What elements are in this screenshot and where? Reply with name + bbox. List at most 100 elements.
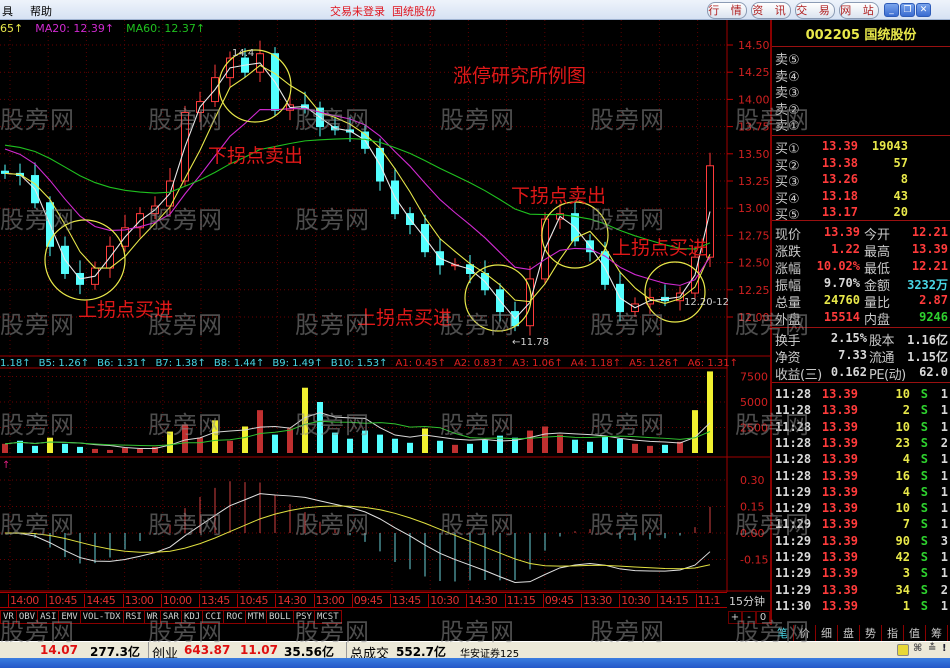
zoom-out-button[interactable]: -: [742, 611, 756, 624]
bid-volume: 20: [893, 205, 908, 219]
indicator-tab-mcst[interactable]: MCST: [313, 610, 342, 624]
quote-panel: 002205 国统股份 卖⑤ 卖④ 卖③ 卖② 卖① 买① 13.39 19043 买② 13.…: [770, 20, 950, 625]
indicator-tab-mtm[interactable]: MTM: [244, 610, 268, 624]
chart-grid: [0, 20, 727, 592]
indicator-tab-boll[interactable]: BOLL: [266, 610, 294, 624]
indicator-tab-rsi[interactable]: RSI: [122, 610, 145, 624]
kline-chart[interactable]: 14.50 14.25 14.00 13.75 13.50 13.25 13.00 12.75…: [0, 20, 770, 592]
volume-bar: [707, 371, 713, 453]
fundamental-row: 净资 7.33 流通 1.15亿: [772, 347, 950, 366]
tick-side: S: [920, 419, 928, 434]
time-axis-label: 11:1: [695, 594, 721, 607]
tick-time: 11:28: [775, 387, 812, 401]
volume-bar: [317, 402, 323, 453]
volume-bar: [302, 387, 308, 453]
price-axis-label: 13.25: [738, 175, 770, 188]
quote-label: 最高: [864, 245, 891, 260]
tick-row: 11:28 13.39 2 S 1: [772, 402, 950, 418]
bid-row[interactable]: 买① 13.39 19043: [772, 138, 950, 157]
tick-count: 1: [940, 550, 948, 564]
panel-tab[interactable]: 笔: [772, 625, 794, 641]
bid-row[interactable]: 买② 13.38 57: [772, 155, 950, 174]
ma-legend: 65↑ MA20: 12.39↑ MA60: 12.37↑: [0, 22, 205, 35]
ma5-line: [4, 64, 711, 304]
time-axis-label: 09:45: [542, 594, 574, 607]
close-icon[interactable]: ✕: [916, 3, 931, 17]
volume-bar: [197, 437, 203, 453]
quote-row: 振幅 9.70% 金额 3232万: [772, 275, 950, 294]
indicator-tab-sar[interactable]: SAR: [159, 610, 182, 624]
panel-tab[interactable]: 价: [794, 625, 816, 641]
fundamental-value: 0.162: [830, 365, 867, 379]
volume-bar: [542, 426, 548, 453]
menu-tools[interactable]: 具: [2, 5, 13, 18]
indicator-tab-emv[interactable]: EMV: [58, 610, 81, 624]
zoom-reset-button[interactable]: 0: [756, 611, 770, 624]
tick-row: 11:29 13.39 7 S 1: [772, 516, 950, 532]
indicator-tab-psy[interactable]: PSY: [292, 610, 315, 624]
quote-value: 2.87: [919, 293, 948, 307]
tick-price: 13.39: [821, 403, 858, 418]
indicator-tab-kdj[interactable]: KDJ: [180, 610, 204, 624]
indicator-tab-vr[interactable]: VR: [0, 610, 17, 624]
fundamental-value: 1.16亿: [907, 333, 948, 347]
tick-row: 11:29 13.39 10 S 1: [772, 500, 950, 516]
taskbar: [0, 658, 950, 668]
divider: [772, 327, 950, 328]
indicator-tab-vol-tdx[interactable]: VOL-TDX: [79, 610, 124, 624]
time-axis-label: 14:15: [657, 594, 689, 607]
news-button[interactable]: 资 讯: [751, 2, 791, 19]
quote-label: 今开: [864, 228, 891, 243]
tick-price: 13.39: [821, 435, 858, 450]
macd-legend: ↑: [2, 460, 10, 471]
volume-legend-item: B8: 1.44↑: [214, 358, 264, 369]
panel-tab[interactable]: 势: [860, 625, 882, 641]
website-button[interactable]: 网 站: [839, 2, 879, 19]
bid-price: 13.38: [821, 155, 858, 170]
indicator-tab-cci[interactable]: CCI: [202, 610, 225, 624]
indicator-tabs: VR OBV ASI EMV VOL-TDX RSI WR SAR KDJ CCI ROC MTM BO…: [0, 608, 342, 624]
panel-tab[interactable]: 筹: [926, 625, 948, 641]
volume-bar: [482, 439, 488, 453]
volume-bar: [2, 443, 8, 453]
quotes-button[interactable]: 行 情: [707, 2, 747, 19]
tick-volume: 34: [895, 582, 910, 597]
tick-price: 13.39: [821, 517, 858, 532]
indicator-tab-wr[interactable]: WR: [143, 610, 161, 624]
minimize-icon[interactable]: _: [884, 3, 899, 17]
zoom-in-button[interactable]: +: [728, 611, 742, 624]
notification-icon[interactable]: [897, 644, 909, 656]
quote-label: 金额: [864, 279, 891, 294]
bid-row[interactable]: 买⑤ 13.17 20: [772, 204, 950, 223]
bid-row[interactable]: 买④ 13.18 43: [772, 188, 950, 207]
volume-bar: [572, 439, 578, 453]
panel-tab[interactable]: 值: [904, 625, 926, 641]
time-axis-label: 10:30: [619, 594, 650, 607]
restore-icon[interactable]: ❐: [900, 3, 915, 17]
volume-bar: [452, 444, 458, 453]
tick-row: 11:29 13.39 34 S 2: [772, 582, 950, 598]
period-selector[interactable]: 15分钟: [729, 595, 765, 608]
bid-volume: 43: [893, 188, 908, 203]
ma-legend-item: MA60: 12.37↑: [126, 22, 205, 35]
sell-circle-2: [541, 201, 609, 269]
volume-ma10-line: [4, 420, 711, 447]
macd-dea-line: [4, 505, 711, 570]
indicator-tab-obv[interactable]: OBV: [15, 610, 39, 624]
quote-row: 总量 24760 量比 2.87: [772, 292, 950, 311]
bid-row[interactable]: 买③ 13.26 8: [772, 171, 950, 190]
indicator-tab-roc[interactable]: ROC: [223, 610, 246, 624]
panel-tab[interactable]: 盘: [838, 625, 860, 641]
menu-help[interactable]: 帮助: [30, 5, 52, 18]
indicator-tab-asi[interactable]: ASI: [37, 610, 60, 624]
ask-row-label: 卖⑤: [775, 53, 800, 68]
trade-button[interactable]: 交 易: [795, 2, 835, 19]
ask-row-label: 卖④: [775, 69, 800, 85]
panel-tab[interactable]: 细: [816, 625, 838, 641]
tick-volume: 4: [902, 452, 910, 467]
buy-circle-2: [464, 264, 532, 332]
time-axis-label: 10:00: [160, 594, 192, 607]
tick-row: 11:28 13.39 23 S 2: [772, 435, 950, 451]
panel-tab[interactable]: 指: [882, 625, 904, 641]
sell-note-2: 下拐点卖出: [511, 185, 606, 207]
